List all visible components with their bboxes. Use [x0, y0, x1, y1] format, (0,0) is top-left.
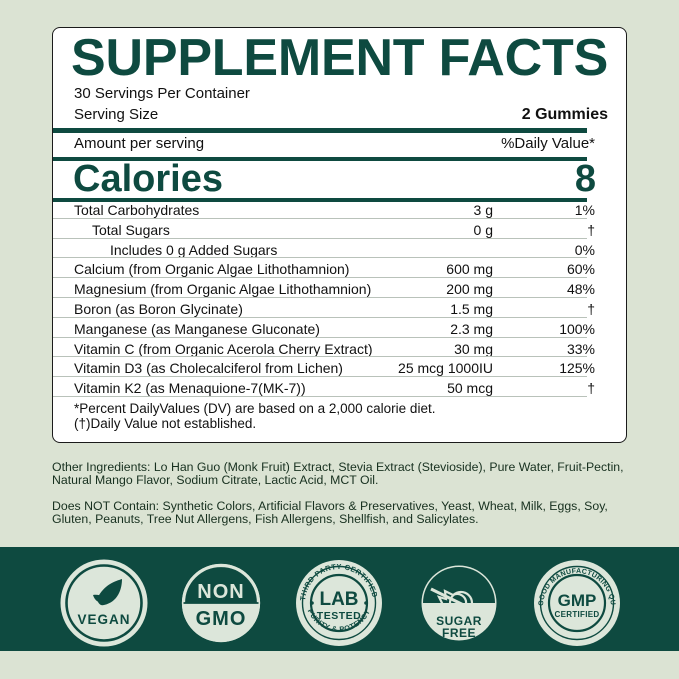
svg-text:CERTIFIED: CERTIFIED	[555, 610, 600, 619]
svg-text:NON: NON	[197, 581, 244, 603]
svg-text:VEGAN: VEGAN	[77, 612, 130, 627]
svg-text:FREE: FREE	[442, 626, 476, 640]
svg-text:GMO: GMO	[196, 608, 247, 630]
svg-text:GMP: GMP	[558, 591, 597, 610]
svg-text:LAB: LAB	[319, 589, 358, 610]
svg-text:TESTED: TESTED	[317, 610, 361, 622]
